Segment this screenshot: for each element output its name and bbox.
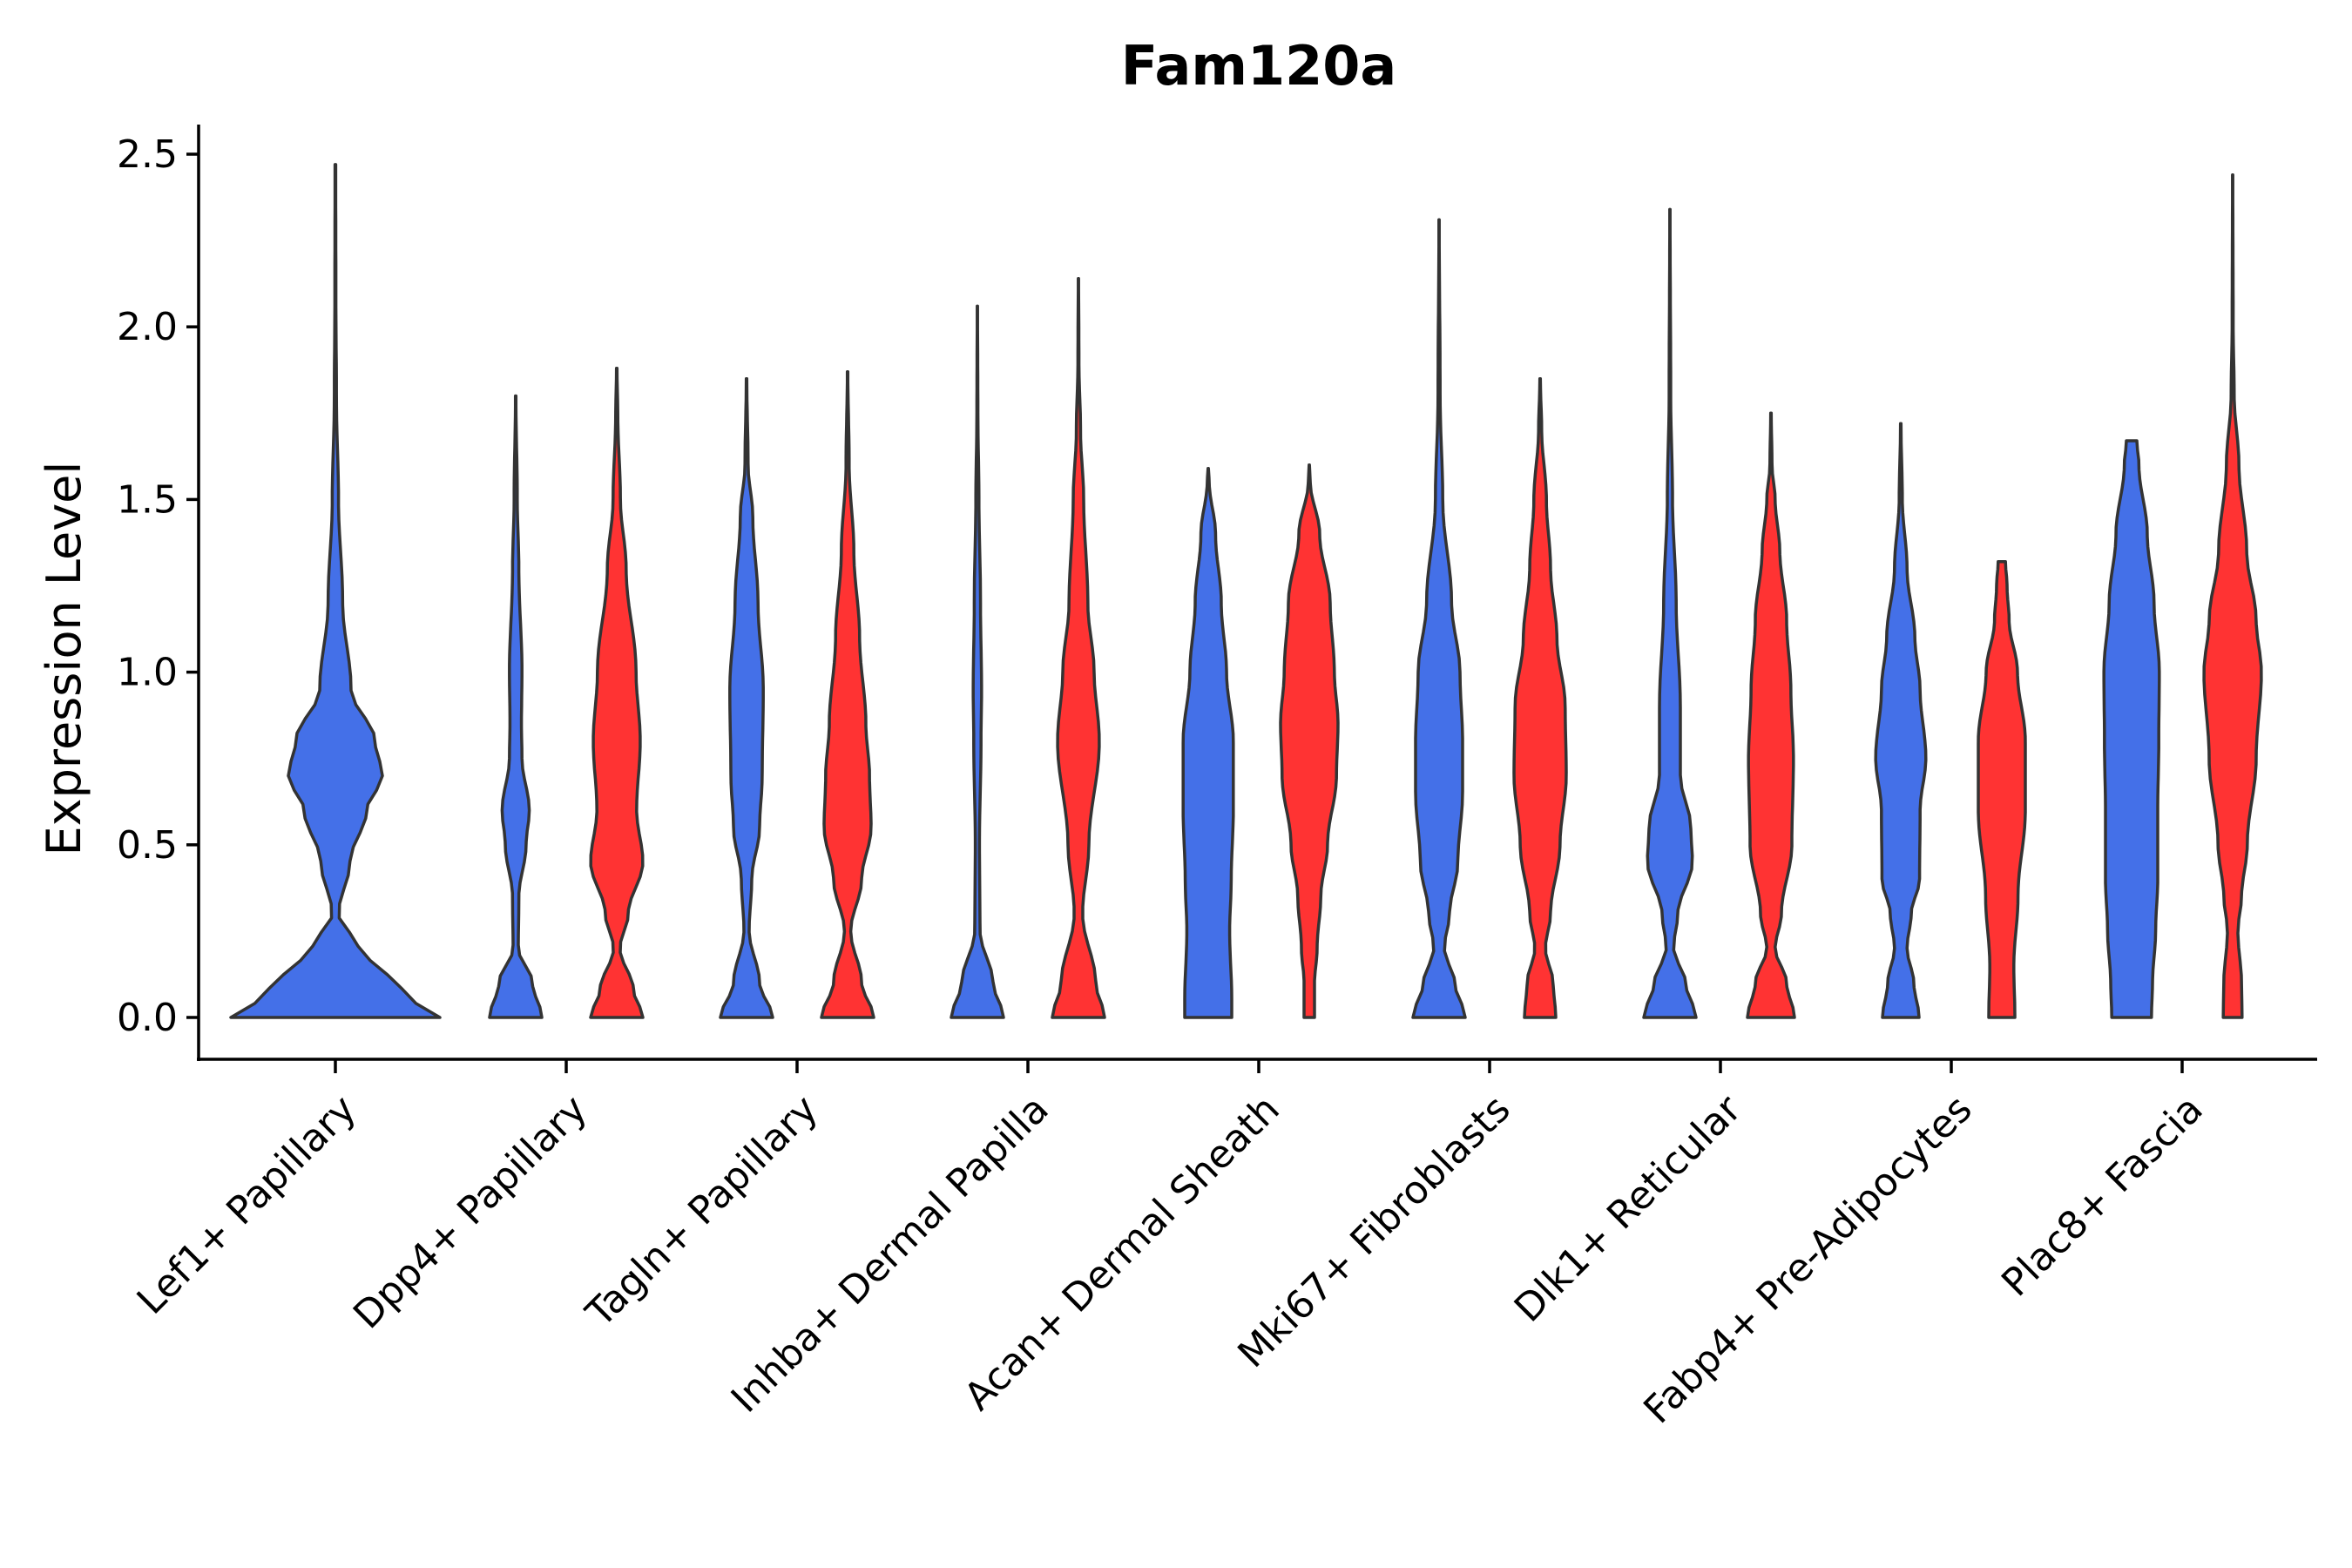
y-tick-label: 1.0: [117, 651, 178, 695]
x-tick-label: Plac8+ Fascia: [1993, 1087, 2212, 1306]
y-axis-ticks: 0.0 0.5 1.0 1.5 2.0 2.5: [117, 132, 199, 1040]
violin-blue: [1642, 207, 1698, 1019]
violin-group: [229, 163, 2263, 1019]
y-tick-label: 2.5: [117, 132, 178, 177]
violin-red: [1512, 376, 1568, 1019]
y-axis-label: Expression Level: [37, 462, 91, 856]
x-tick-label: Tagln+ Papillary: [578, 1087, 827, 1336]
violin-red: [589, 367, 645, 1019]
violin-red: [1746, 411, 1796, 1019]
violin-red: [1977, 560, 2027, 1019]
x-tick-label: Lef1+ Papillary: [129, 1087, 365, 1323]
violin-blue: [950, 304, 1005, 1019]
violin-blue: [1181, 466, 1235, 1019]
y-tick-label: 2.0: [117, 305, 178, 349]
violin-blue: [1411, 218, 1467, 1019]
violin-blue: [229, 163, 442, 1019]
violin-blue: [719, 376, 774, 1019]
violin-red: [2202, 173, 2263, 1019]
violin-blue: [488, 394, 544, 1019]
y-tick-label: 0.5: [117, 823, 178, 868]
violin-red: [1051, 276, 1106, 1019]
chart-title: Fam120a: [1121, 34, 1396, 98]
x-tick-label: Dlk1+ Reticular: [1506, 1086, 1751, 1331]
y-tick-label: 1.5: [117, 477, 178, 522]
y-tick-label: 0.0: [117, 996, 178, 1040]
violin-blue: [1874, 422, 1928, 1019]
violin-blue: [2102, 439, 2161, 1019]
x-tick-label: Dpp4+ Papillary: [345, 1087, 596, 1338]
violin-red: [1279, 463, 1340, 1019]
violin-red: [820, 369, 875, 1019]
